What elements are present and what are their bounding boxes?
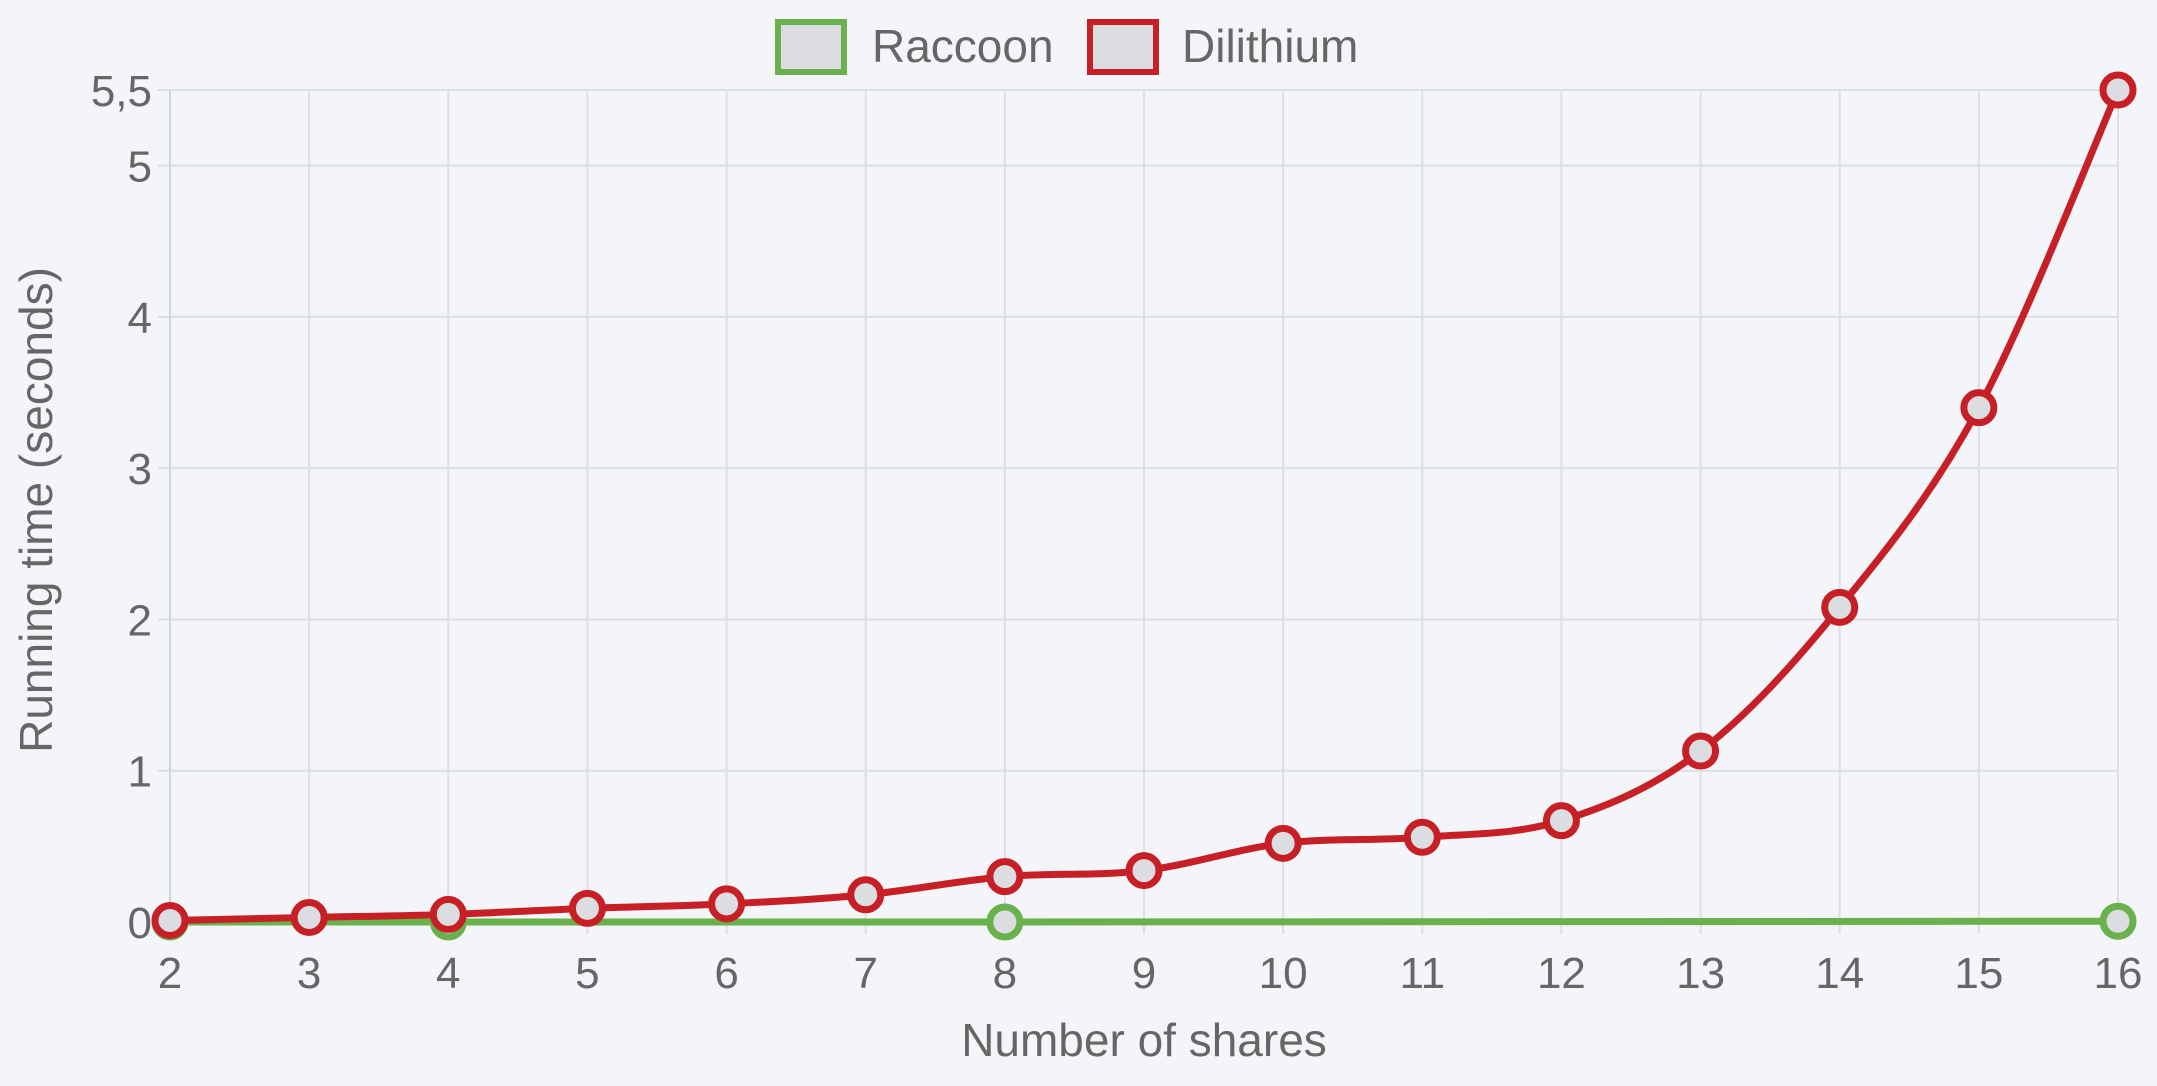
data-point-dilithium: [2099, 71, 2137, 109]
legend-swatch-dilithium: [1087, 19, 1159, 75]
y-tick-label: 0: [128, 899, 152, 948]
data-point-dilithium: [151, 901, 189, 939]
data-point-dilithium: [1682, 732, 1720, 770]
y-tick-label: 5,5: [91, 67, 152, 116]
legend-label-dilithium: Dilithium: [1182, 20, 1358, 72]
data-point-dilithium: [1264, 824, 1302, 862]
data-point-dilithium: [568, 889, 606, 927]
data-point-dilithium: [986, 858, 1024, 896]
x-tick-label: 2: [158, 949, 182, 998]
x-tick-label: 14: [1815, 949, 1864, 998]
y-tick-label: 1: [128, 748, 152, 797]
data-point-dilithium: [1125, 852, 1163, 890]
data-point-dilithium: [1542, 802, 1580, 840]
data-point-dilithium: [429, 895, 467, 933]
legend-swatch-raccoon: [775, 19, 847, 75]
data-point-raccoon: [986, 903, 1024, 941]
x-tick-label: 5: [575, 949, 599, 998]
x-tick-label: 16: [2094, 949, 2143, 998]
data-point-dilithium: [290, 898, 328, 936]
x-tick-label: 3: [297, 949, 321, 998]
legend-label-raccoon: Raccoon: [872, 20, 1054, 72]
data-point-raccoon: [2099, 902, 2137, 940]
series-line-raccoon: [166, 917, 2122, 926]
legend: Raccoon Dilithium: [775, 19, 1358, 75]
y-tick-label: 3: [128, 445, 152, 494]
y-tick-label: 2: [128, 596, 152, 645]
data-point-dilithium: [847, 876, 885, 914]
x-axis-label: Number of shares: [961, 1014, 1327, 1066]
x-tick-label: 11: [1399, 949, 1445, 998]
x-tick-label: 13: [1676, 949, 1725, 998]
grid: [158, 89, 2119, 934]
x-tick-label: 15: [1954, 949, 2003, 998]
y-axis-label: Running time (seconds): [10, 267, 62, 753]
y-tick-label: 5: [128, 143, 152, 192]
x-axis-ticks: 2 3 4 5 6 7 8 9 10 11 12 13 14 15 16: [158, 949, 2143, 998]
series: [151, 71, 2137, 941]
x-tick-label: 9: [1132, 949, 1156, 998]
x-tick-label: 8: [993, 949, 1017, 998]
x-tick-label: 7: [853, 949, 877, 998]
data-point-dilithium: [1403, 818, 1441, 856]
data-point-dilithium: [708, 885, 746, 923]
x-tick-label: 4: [436, 949, 460, 998]
x-tick-label: 12: [1537, 949, 1586, 998]
data-point-dilithium: [1821, 588, 1859, 626]
y-axis-ticks: 0 1 2 3 4 5 5,5: [91, 67, 152, 948]
series-dilithium: [151, 71, 2137, 939]
legend-item-dilithium: Dilithium: [1087, 19, 1358, 75]
series-line-dilithium: [166, 86, 2122, 924]
legend-item-raccoon: Raccoon: [775, 19, 1054, 75]
x-tick-label: 10: [1259, 949, 1308, 998]
x-tick-label: 6: [714, 949, 738, 998]
data-point-dilithium: [1960, 389, 1998, 427]
y-tick-label: 4: [128, 294, 152, 343]
